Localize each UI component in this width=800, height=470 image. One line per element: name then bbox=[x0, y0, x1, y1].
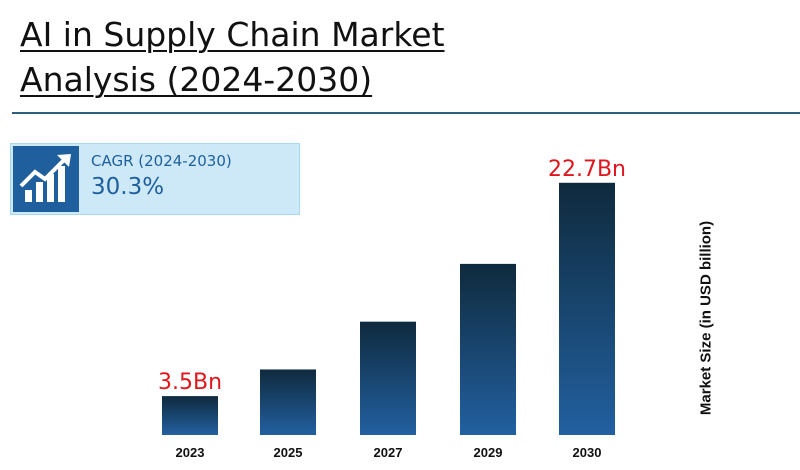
cagr-value: 30.3% bbox=[91, 174, 165, 200]
bar-2029 bbox=[460, 263, 516, 435]
bar-2025 bbox=[260, 369, 316, 435]
growth-chart-icon bbox=[13, 146, 79, 212]
cagr-label: CAGR (2024-2030) bbox=[91, 152, 232, 170]
data-label-2030: 22.7Bn bbox=[548, 157, 626, 182]
x-tick-label-2025: 2025 bbox=[274, 445, 303, 460]
x-tick-label-2030: 2030 bbox=[573, 445, 602, 460]
x-tick-label-2023: 2023 bbox=[176, 445, 205, 460]
x-tick-label-2027: 2027 bbox=[374, 445, 403, 460]
cagr-callout: CAGR (2024-2030) 30.3% bbox=[10, 143, 300, 215]
page-title: AI in Supply Chain Market Analysis (2024… bbox=[20, 15, 445, 99]
data-label-2023: 3.5Bn bbox=[158, 370, 222, 395]
bar-2023 bbox=[162, 396, 218, 435]
title-divider bbox=[12, 112, 800, 114]
x-tick-label-2029: 2029 bbox=[474, 445, 503, 460]
bar-2027 bbox=[360, 321, 416, 435]
bar-2030 bbox=[559, 182, 615, 435]
y-axis-label: Market Size (in USD billion) bbox=[697, 220, 715, 416]
